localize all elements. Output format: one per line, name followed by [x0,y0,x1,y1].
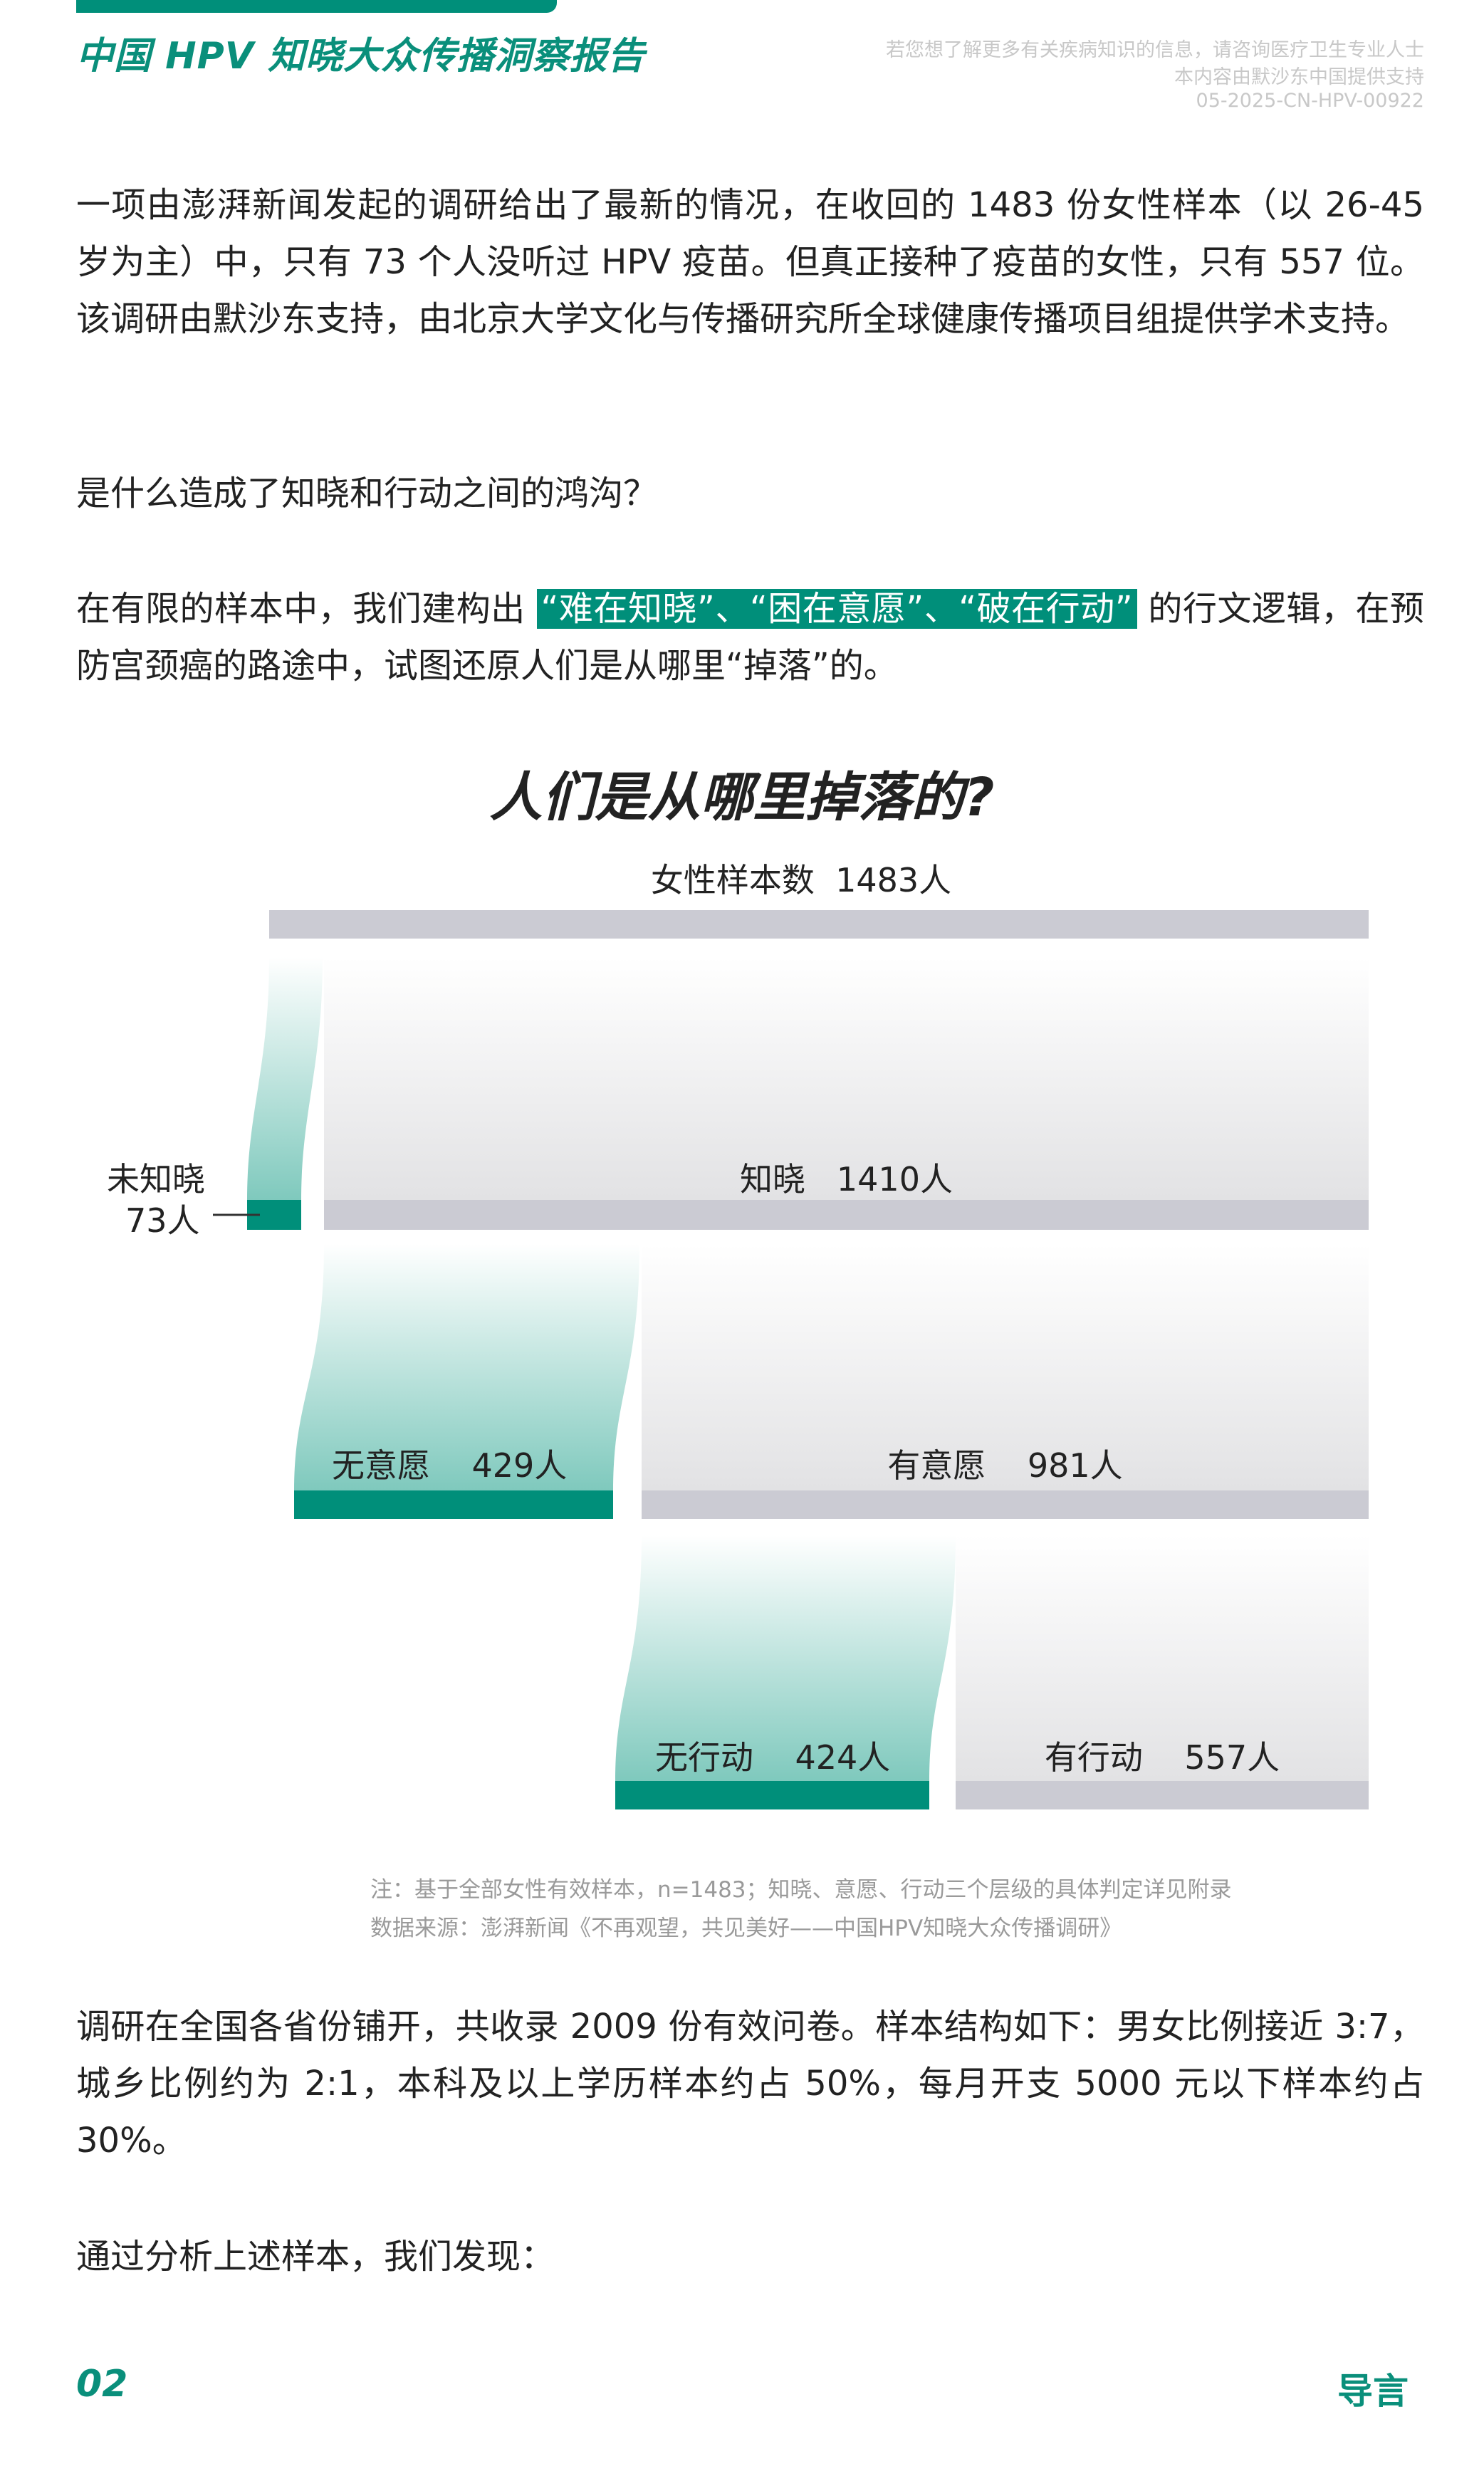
no-action-ribbon [615,1535,956,1781]
aware-label: 知晓 1410人 [740,1160,953,1198]
disclaimer-line: 若您想了解更多有关疾病知识的信息，请咨询医疗卫生专业人士 [886,39,1424,61]
action-block [956,1535,1369,1781]
total-bar [269,910,1369,939]
no-action-label: 无行动 424人 [655,1738,891,1777]
willing-bar [642,1490,1369,1519]
aware-bar [324,1200,1369,1230]
willing-label: 有意愿 981人 [887,1446,1123,1485]
unwilling-ribbon [294,1244,639,1490]
paragraph-intro: 一项由澎湃新闻发起的调研给出了最新的情况，在收回的 1483 份女性样本（以 2… [76,185,1424,339]
unaware-label: 未知晓 [107,1160,205,1198]
no-action-bar [615,1781,929,1809]
unaware-ribbon [247,957,323,1200]
chart-source: 数据来源：澎湃新闻《不再观望，共见美好——中国HPV知晓大众传播调研》 [370,1916,1122,1941]
unaware-value: 73人 [125,1201,200,1240]
unwilling-bar [294,1490,613,1519]
page-number: 02 [76,2363,128,2406]
unwilling-label: 无意愿 429人 [332,1446,568,1485]
document-title: 中国 HPV 知晓大众传播洞察报告 [76,35,646,78]
paragraph-text: 在有限的样本中，我们建构出 [76,589,537,629]
section-name: 导言 [1337,2371,1409,2412]
paragraph-text: 的行文逻辑，在预防宫颈癌的路途中，试图还原人们是从哪里“掉落”的。 [76,589,1424,686]
paragraph-question: 是什么造成了知晓和行动之间的鸿沟？ [76,474,658,513]
highlight-text: “难在知晓”、“困在意愿”、“破在行动” [536,589,1137,629]
chart-note: 注：基于全部女性有效样本，n=1483；知晓、意愿、行动三个层级的具体判定详见附… [370,1877,1232,1903]
sponsor-line: 本内容由默沙东中国提供支持 [1174,66,1424,88]
chart-total-label: 女性样本数 1483人 [650,861,952,899]
document-code: 05-2025-CN-HPV-00922 [1196,90,1424,112]
willing-block [642,1244,1369,1490]
action-bar [956,1781,1369,1809]
paragraph-sample: 调研在全国各省份铺开，共收录 2009 份有效问卷。样本结构如下：男女比例接近 … [76,2007,1424,2161]
paragraph-logic: 在有限的样本中，我们建构出 “难在知晓”、“困在意愿”、“破在行动” 的行文逻辑… [76,580,1424,694]
chart-title: 人们是从哪里掉落的? [489,767,995,828]
action-label: 有行动 557人 [1044,1738,1280,1777]
header-accent-tab [76,0,557,13]
aware-block [324,957,1369,1200]
paragraph-findings: 通过分析上述样本，我们发现： [76,2237,555,2277]
funnel-chart [213,910,1369,1809]
